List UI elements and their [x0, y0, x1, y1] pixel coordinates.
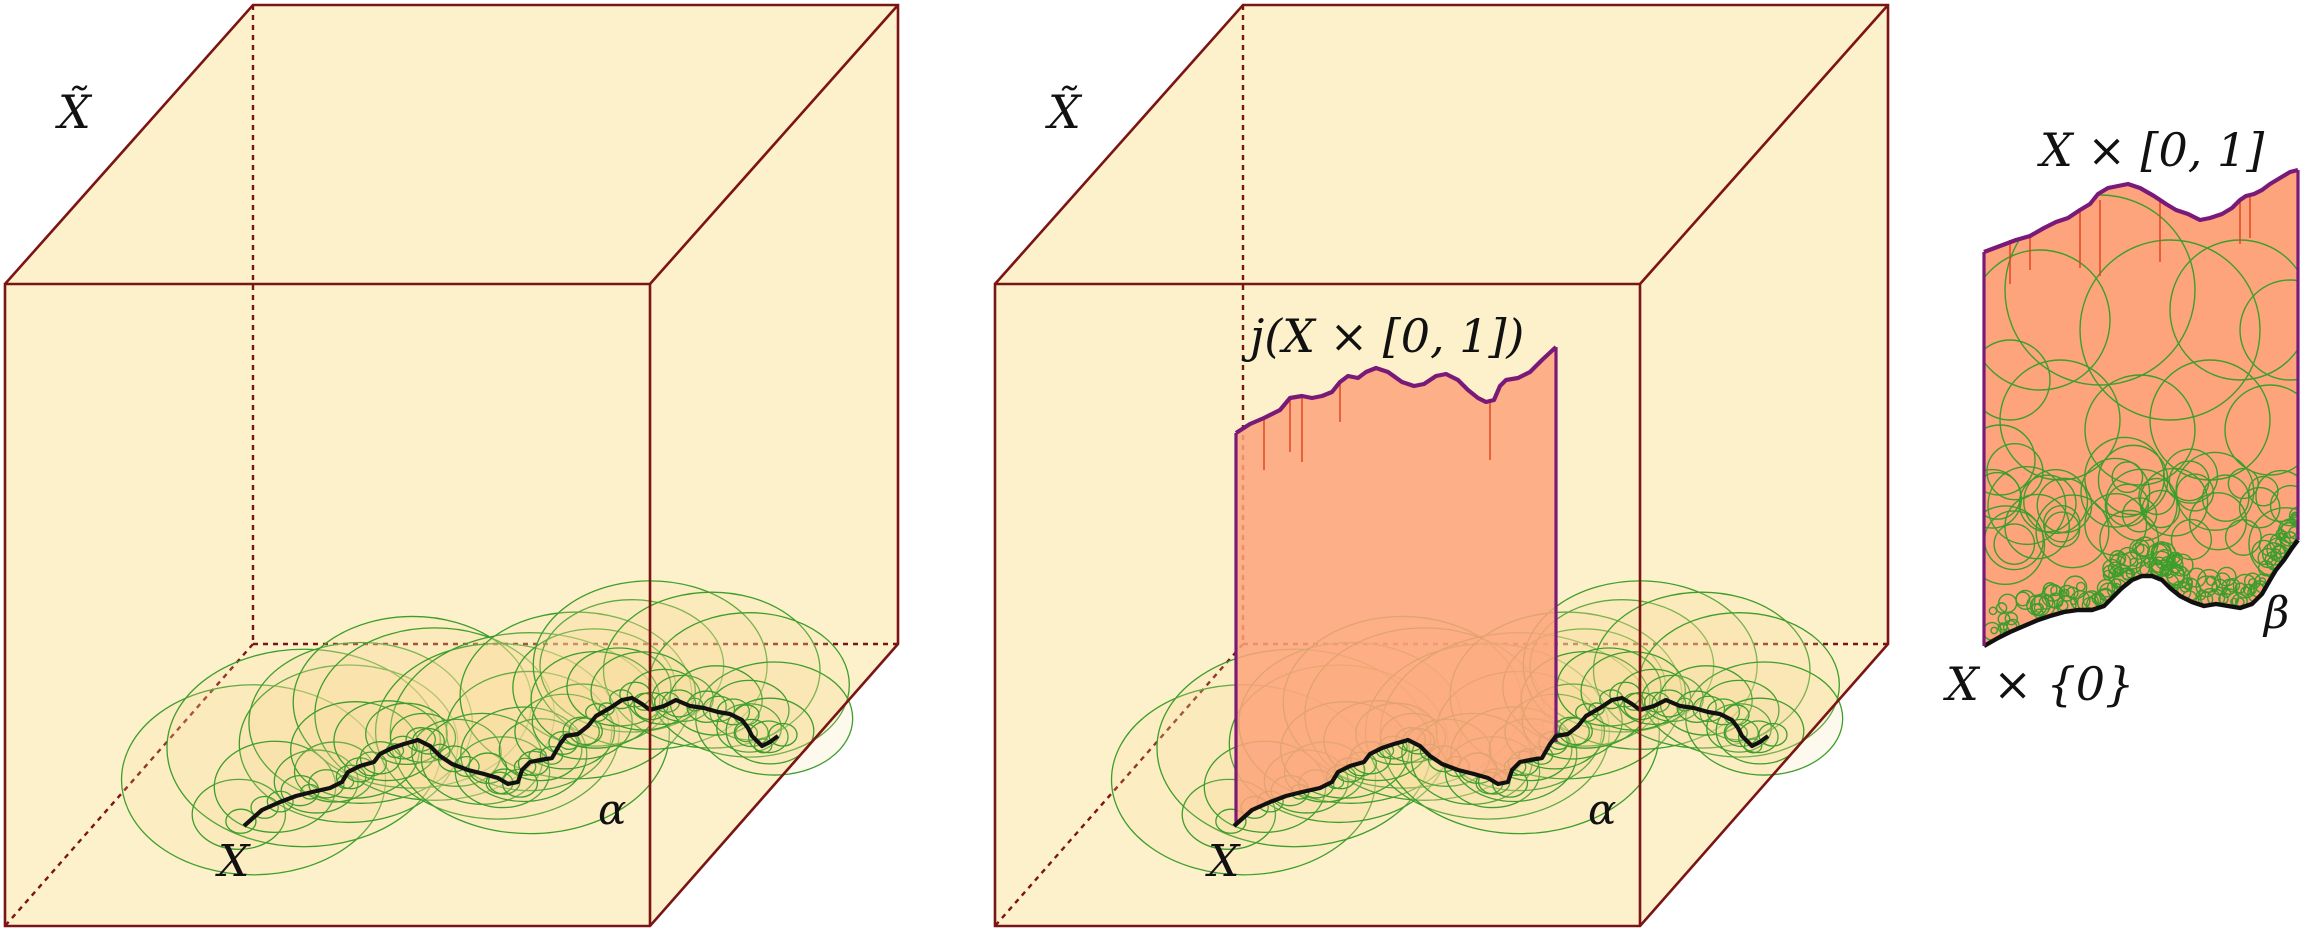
- cube-2-visible-edges: [993, 3, 1890, 928]
- cube-2-front: [993, 3, 1890, 928]
- panel-2: X̃ j(X × [0, 1]) X α: [993, 3, 1890, 928]
- surface-label-2: j(X × [0, 1]): [1241, 309, 1524, 363]
- curve-label-2: X: [1205, 836, 1241, 887]
- detached-surface-circles: [1984, 194, 2298, 641]
- detached-surface: X × [0, 1] X × {0} β: [1943, 123, 2300, 711]
- panel-1: X̃ X α: [3, 3, 900, 928]
- space-label-1: X̃: [55, 85, 93, 139]
- detached-bottom-label: X × {0}: [1943, 657, 2134, 711]
- cube-1-visible-edge: [649, 4, 899, 285]
- embedded-surface: [1234, 345, 1558, 824]
- detached-surface-hairs: [2009, 196, 2251, 284]
- cube-2-visible-edge: [1639, 4, 1889, 285]
- detached-surface-top-edge: [1983, 167, 2299, 254]
- cube-1-hidden-edge: [4, 643, 254, 927]
- detached-cover-label: β: [2262, 588, 2289, 639]
- curve-x-1: [242, 695, 780, 828]
- curve-x-2: [1232, 695, 1770, 828]
- cube-1-front: [3, 3, 900, 928]
- cover-label-2: α: [1588, 785, 1616, 834]
- space-label-2: X̃: [1045, 85, 1083, 139]
- cover-label-1: α: [598, 785, 626, 834]
- detached-surface-bottom-edge: [1982, 538, 2300, 648]
- curve-label-1: X: [215, 836, 251, 887]
- cube-1-visible-edges: [3, 3, 900, 928]
- embedded-surface-hairs: [1263, 382, 1491, 470]
- embedded-surface-top-edge: [1234, 345, 1558, 435]
- disk-cover-1: [120, 580, 854, 876]
- detached-top-label: X × [0, 1]: [2037, 123, 2264, 177]
- embedded-surface-fill: [1236, 347, 1556, 824]
- cube-2-hidden-edge: [994, 643, 1244, 927]
